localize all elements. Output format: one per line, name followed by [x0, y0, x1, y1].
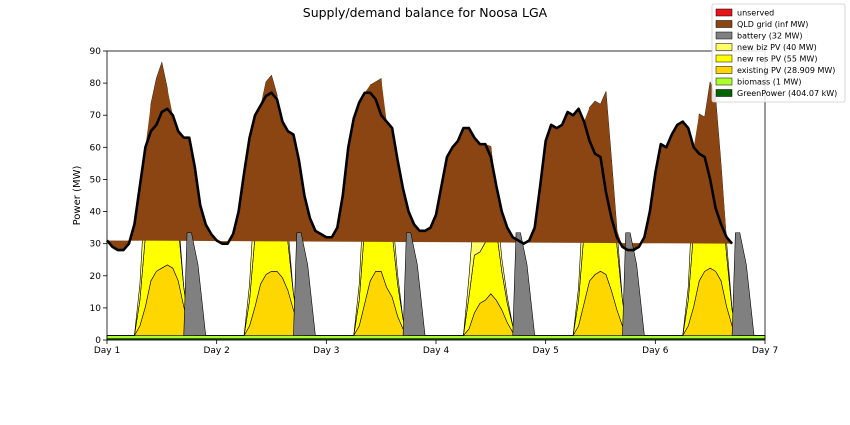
y-tick-label: 20 [90, 272, 102, 282]
legend-swatch [715, 66, 733, 74]
legend-label: existing PV (28.909 MW) [737, 66, 835, 75]
legend-swatch [715, 54, 733, 63]
legend-label: new res PV (55 MW) [737, 55, 817, 64]
legend-box [711, 3, 846, 103]
legend-swatch [715, 89, 733, 97]
y-axis-label: Power (MW) [72, 166, 83, 226]
legend-swatch [715, 43, 733, 51]
area-qld-grid [107, 62, 733, 251]
y-tick-label: 50 [90, 175, 102, 185]
y-tick-label: 90 [90, 47, 102, 57]
x-tick-label: Day 6 [642, 346, 669, 356]
x-tick-label: Day 5 [532, 346, 558, 356]
y-tick-label: 60 [90, 143, 102, 153]
x-tick-label: Day 2 [203, 346, 229, 356]
y-tick-label: 70 [90, 111, 102, 121]
legend-label: GreenPower (404.07 kW) [737, 89, 837, 98]
y-tick-label: 0 [95, 336, 101, 346]
y-tick-label: 80 [90, 79, 102, 89]
y-tick-label: 40 [90, 208, 102, 218]
legend-label: battery (32 MW) [737, 32, 803, 41]
x-tick-label: Day 1 [94, 346, 120, 356]
legend-label: unserved [737, 9, 774, 18]
battery-discharge-6 [731, 232, 755, 336]
battery-discharge-3 [402, 232, 426, 336]
chart-title: Supply/demand balance for Noosa LGA [303, 5, 548, 20]
legend-swatch [715, 77, 733, 86]
battery-discharge-4 [512, 232, 536, 336]
legend-swatch [715, 20, 733, 28]
legend: unserved QLD grid (inf MW) battery (32 MW)… [711, 3, 846, 103]
demand-line [106, 91, 734, 252]
legend-swatch [715, 8, 733, 17]
x-tick-label: Day 4 [423, 346, 450, 356]
legend-label: biomass (1 MW) [737, 78, 801, 87]
battery-discharge-2 [293, 232, 316, 336]
x-tick-label: Day 3 [313, 346, 339, 356]
area-biomass- [106, 335, 766, 340]
y-tick-label: 10 [90, 304, 102, 314]
x-tick-label: Day 7 [752, 346, 778, 356]
axes: 0 10 20 30 40 50 60 70 80 90 Day 1 Day 2 Day 3 Day 4 D… [90, 47, 779, 356]
plot-area [106, 61, 766, 341]
legend-swatch [715, 31, 733, 40]
battery-discharge-1 [183, 232, 207, 336]
legend-label: QLD grid (inf MW) [737, 20, 808, 29]
legend-label: new biz PV (40 MW) [737, 43, 817, 52]
y-tick-label: 30 [90, 240, 102, 250]
